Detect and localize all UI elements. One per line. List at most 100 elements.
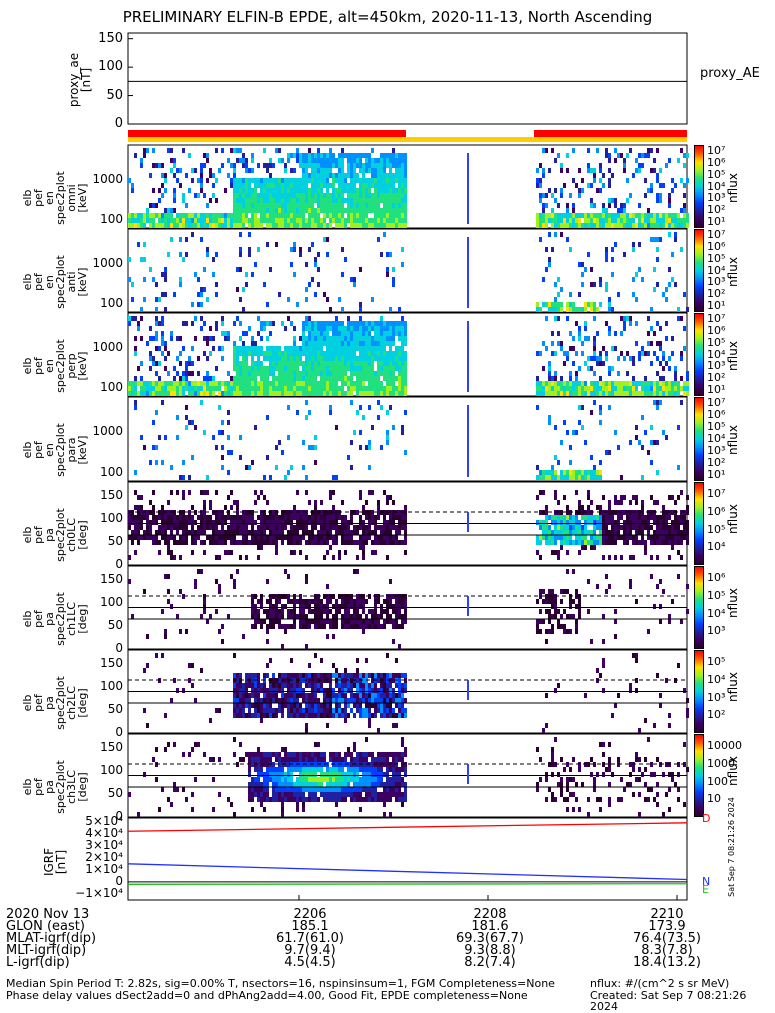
spectrogram-pixel — [389, 698, 392, 703]
spectrogram-pixel — [161, 381, 164, 386]
spectrogram-pixel — [215, 218, 218, 223]
spectrogram-pixel — [356, 366, 359, 371]
spectrogram-pixel — [164, 535, 167, 540]
spectrogram-pixel — [341, 594, 344, 599]
spectrogram-pixel — [239, 525, 242, 530]
spectrogram-pixel — [305, 153, 308, 158]
spectrogram-pixel — [401, 247, 404, 252]
spectrogram-pixel — [350, 376, 353, 381]
spectrogram-pixel — [314, 336, 317, 341]
spectrogram-pixel — [305, 193, 308, 198]
spectrogram-pixel — [251, 520, 254, 525]
spectrogram-pixel — [131, 614, 134, 619]
spectrogram-pixel — [626, 510, 629, 515]
spectrogram-pixel — [656, 520, 659, 525]
spectrogram-pixel — [263, 193, 266, 198]
spectrogram-pixel — [308, 673, 311, 678]
spectrogram-pixel — [356, 658, 359, 663]
spectrogram-pixel — [215, 579, 218, 584]
spectrogram-pixel — [314, 321, 317, 326]
spectrogram-pixel — [266, 163, 269, 168]
spectrogram-pixel — [233, 163, 236, 168]
spectrogram-pixel — [161, 400, 164, 405]
spectrogram-pixel — [257, 391, 260, 396]
spectrogram-pixel — [257, 683, 260, 688]
spectrogram-pixel — [197, 371, 200, 376]
spectrogram-pixel — [311, 535, 314, 540]
spectrogram-pixel — [326, 540, 329, 545]
spectrogram-pixel — [335, 198, 338, 203]
spectrogram-pixel — [536, 475, 539, 480]
spectrogram-pixel — [389, 163, 392, 168]
spectrogram-pixel — [362, 525, 365, 530]
spectrogram-pixel — [638, 223, 641, 228]
spectrogram-pixel — [395, 331, 398, 336]
spectrogram-pixel — [608, 515, 611, 520]
spectrogram-pixel — [389, 683, 392, 688]
spectrogram-pixel — [272, 604, 275, 609]
spectrogram-pixel — [266, 346, 269, 351]
spectrogram-pixel — [629, 510, 632, 515]
spectrogram-pixel — [167, 550, 170, 555]
spectrogram-pixel — [158, 188, 161, 193]
spectrogram-pixel — [257, 163, 260, 168]
spectrogram-pixel — [377, 341, 380, 346]
spectrogram-pixel — [200, 213, 203, 218]
spectrogram-pixel — [155, 321, 158, 326]
spectrogram-pixel — [242, 213, 245, 218]
spectrogram-pixel — [404, 218, 407, 223]
spectrogram-pixel — [347, 213, 350, 218]
spectrogram-pixel — [230, 163, 233, 168]
spectrogram-pixel — [242, 218, 245, 223]
spectrogram-pixel — [350, 163, 353, 168]
spectrogram-pixel — [260, 183, 263, 188]
spectrogram-pixel — [314, 688, 317, 693]
spectrogram-pixel — [269, 688, 272, 693]
spectrogram-pixel — [314, 614, 317, 619]
spectrogram-pixel — [218, 555, 221, 560]
spectrogram-pixel — [539, 619, 542, 624]
spectrogram-pixel — [329, 490, 332, 495]
spectrogram-pixel — [215, 535, 218, 540]
spectrogram-pixel — [545, 609, 548, 614]
spectrogram-pixel — [167, 208, 170, 213]
spectrogram-pixel — [314, 163, 317, 168]
spectrogram-pixel — [383, 713, 386, 718]
spectrogram-pixel — [338, 331, 341, 336]
spectrogram-pixel — [611, 307, 614, 312]
spectrogram-pixel — [299, 609, 302, 614]
spectrogram-pixel — [329, 326, 332, 331]
spectrogram-pixel — [578, 307, 581, 312]
spectrogram-pixel — [269, 218, 272, 223]
spectrogram-pixel — [164, 386, 167, 391]
spectrogram-pixel — [296, 208, 299, 213]
spectrogram-pixel — [602, 510, 605, 515]
spectrogram-pixel — [551, 540, 554, 545]
spectrogram-pixel — [332, 153, 335, 158]
spectrogram-pixel — [395, 540, 398, 545]
spectrogram-pixel — [314, 331, 317, 336]
spectrogram-pixel — [257, 599, 260, 604]
spectrogram-pixel — [392, 381, 395, 386]
spectrogram-pixel — [215, 292, 218, 297]
spectrogram-pixel — [347, 321, 350, 326]
spectrogram-pixel — [359, 604, 362, 609]
spectrogram-pixel — [227, 530, 230, 535]
spectrogram-pixel — [341, 708, 344, 713]
spectrogram-pixel — [386, 440, 389, 445]
spectrogram-pixel — [536, 381, 539, 386]
spectrogram-pixel — [155, 460, 158, 465]
spectrogram-pixel — [284, 386, 287, 391]
spectrogram-pixel — [341, 331, 344, 336]
spectrogram-pixel — [335, 326, 338, 331]
spectrogram-pixel — [332, 540, 335, 545]
spectrogram-pixel — [671, 530, 674, 535]
spectrogram-pixel — [173, 525, 176, 530]
spectrogram-pixel — [368, 440, 371, 445]
spectrogram-pixel — [356, 624, 359, 629]
spectrogram-pixel — [245, 178, 248, 183]
spectrogram-pixel — [272, 391, 275, 396]
spectrogram-pixel — [662, 223, 665, 228]
spectrogram-pixel — [686, 540, 689, 545]
spectrogram-pixel — [281, 183, 284, 188]
